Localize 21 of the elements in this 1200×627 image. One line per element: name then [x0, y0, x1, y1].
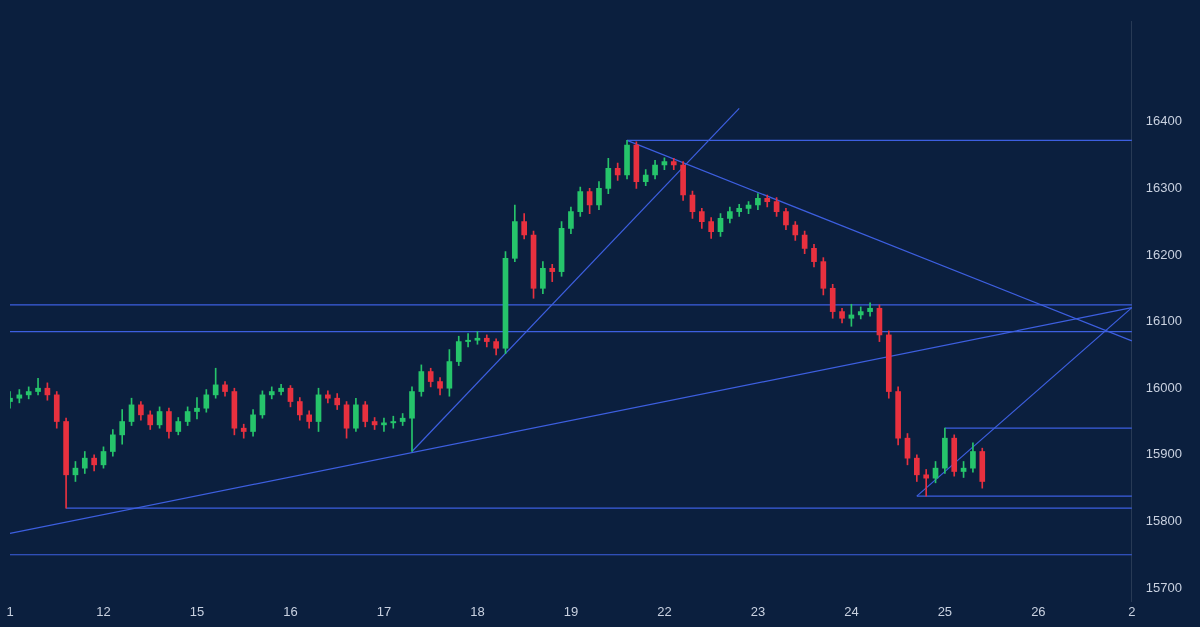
y-tick-label: 15900: [1145, 446, 1183, 462]
x-tick-label: 1: [6, 603, 14, 619]
x-tick-label: 2: [1128, 603, 1136, 619]
x-tick-label: 25: [937, 603, 953, 619]
x-tick-label: 24: [844, 603, 859, 619]
y-tick-label: 15700: [1145, 579, 1183, 595]
y-tick-label: 16000: [1145, 379, 1183, 395]
y-tick-label: 16300: [1145, 179, 1183, 195]
x-tick-label: 18: [470, 603, 485, 619]
x-tick-label: 22: [657, 603, 672, 619]
x-tick-label: 15: [189, 603, 205, 619]
x-tick-label: 17: [376, 603, 392, 619]
x-tick-label: 23: [750, 603, 766, 619]
x-tick-label: 19: [563, 603, 579, 619]
x-tick-label: 12: [96, 603, 111, 619]
y-tick-label: 15800: [1145, 513, 1183, 529]
y-tick-label: 16100: [1145, 313, 1183, 329]
x-tick-label: 26: [1031, 603, 1046, 619]
y-tick-label: 16400: [1145, 113, 1183, 129]
x-tick-label: 16: [283, 603, 298, 619]
y-tick-label: 16200: [1145, 246, 1183, 262]
